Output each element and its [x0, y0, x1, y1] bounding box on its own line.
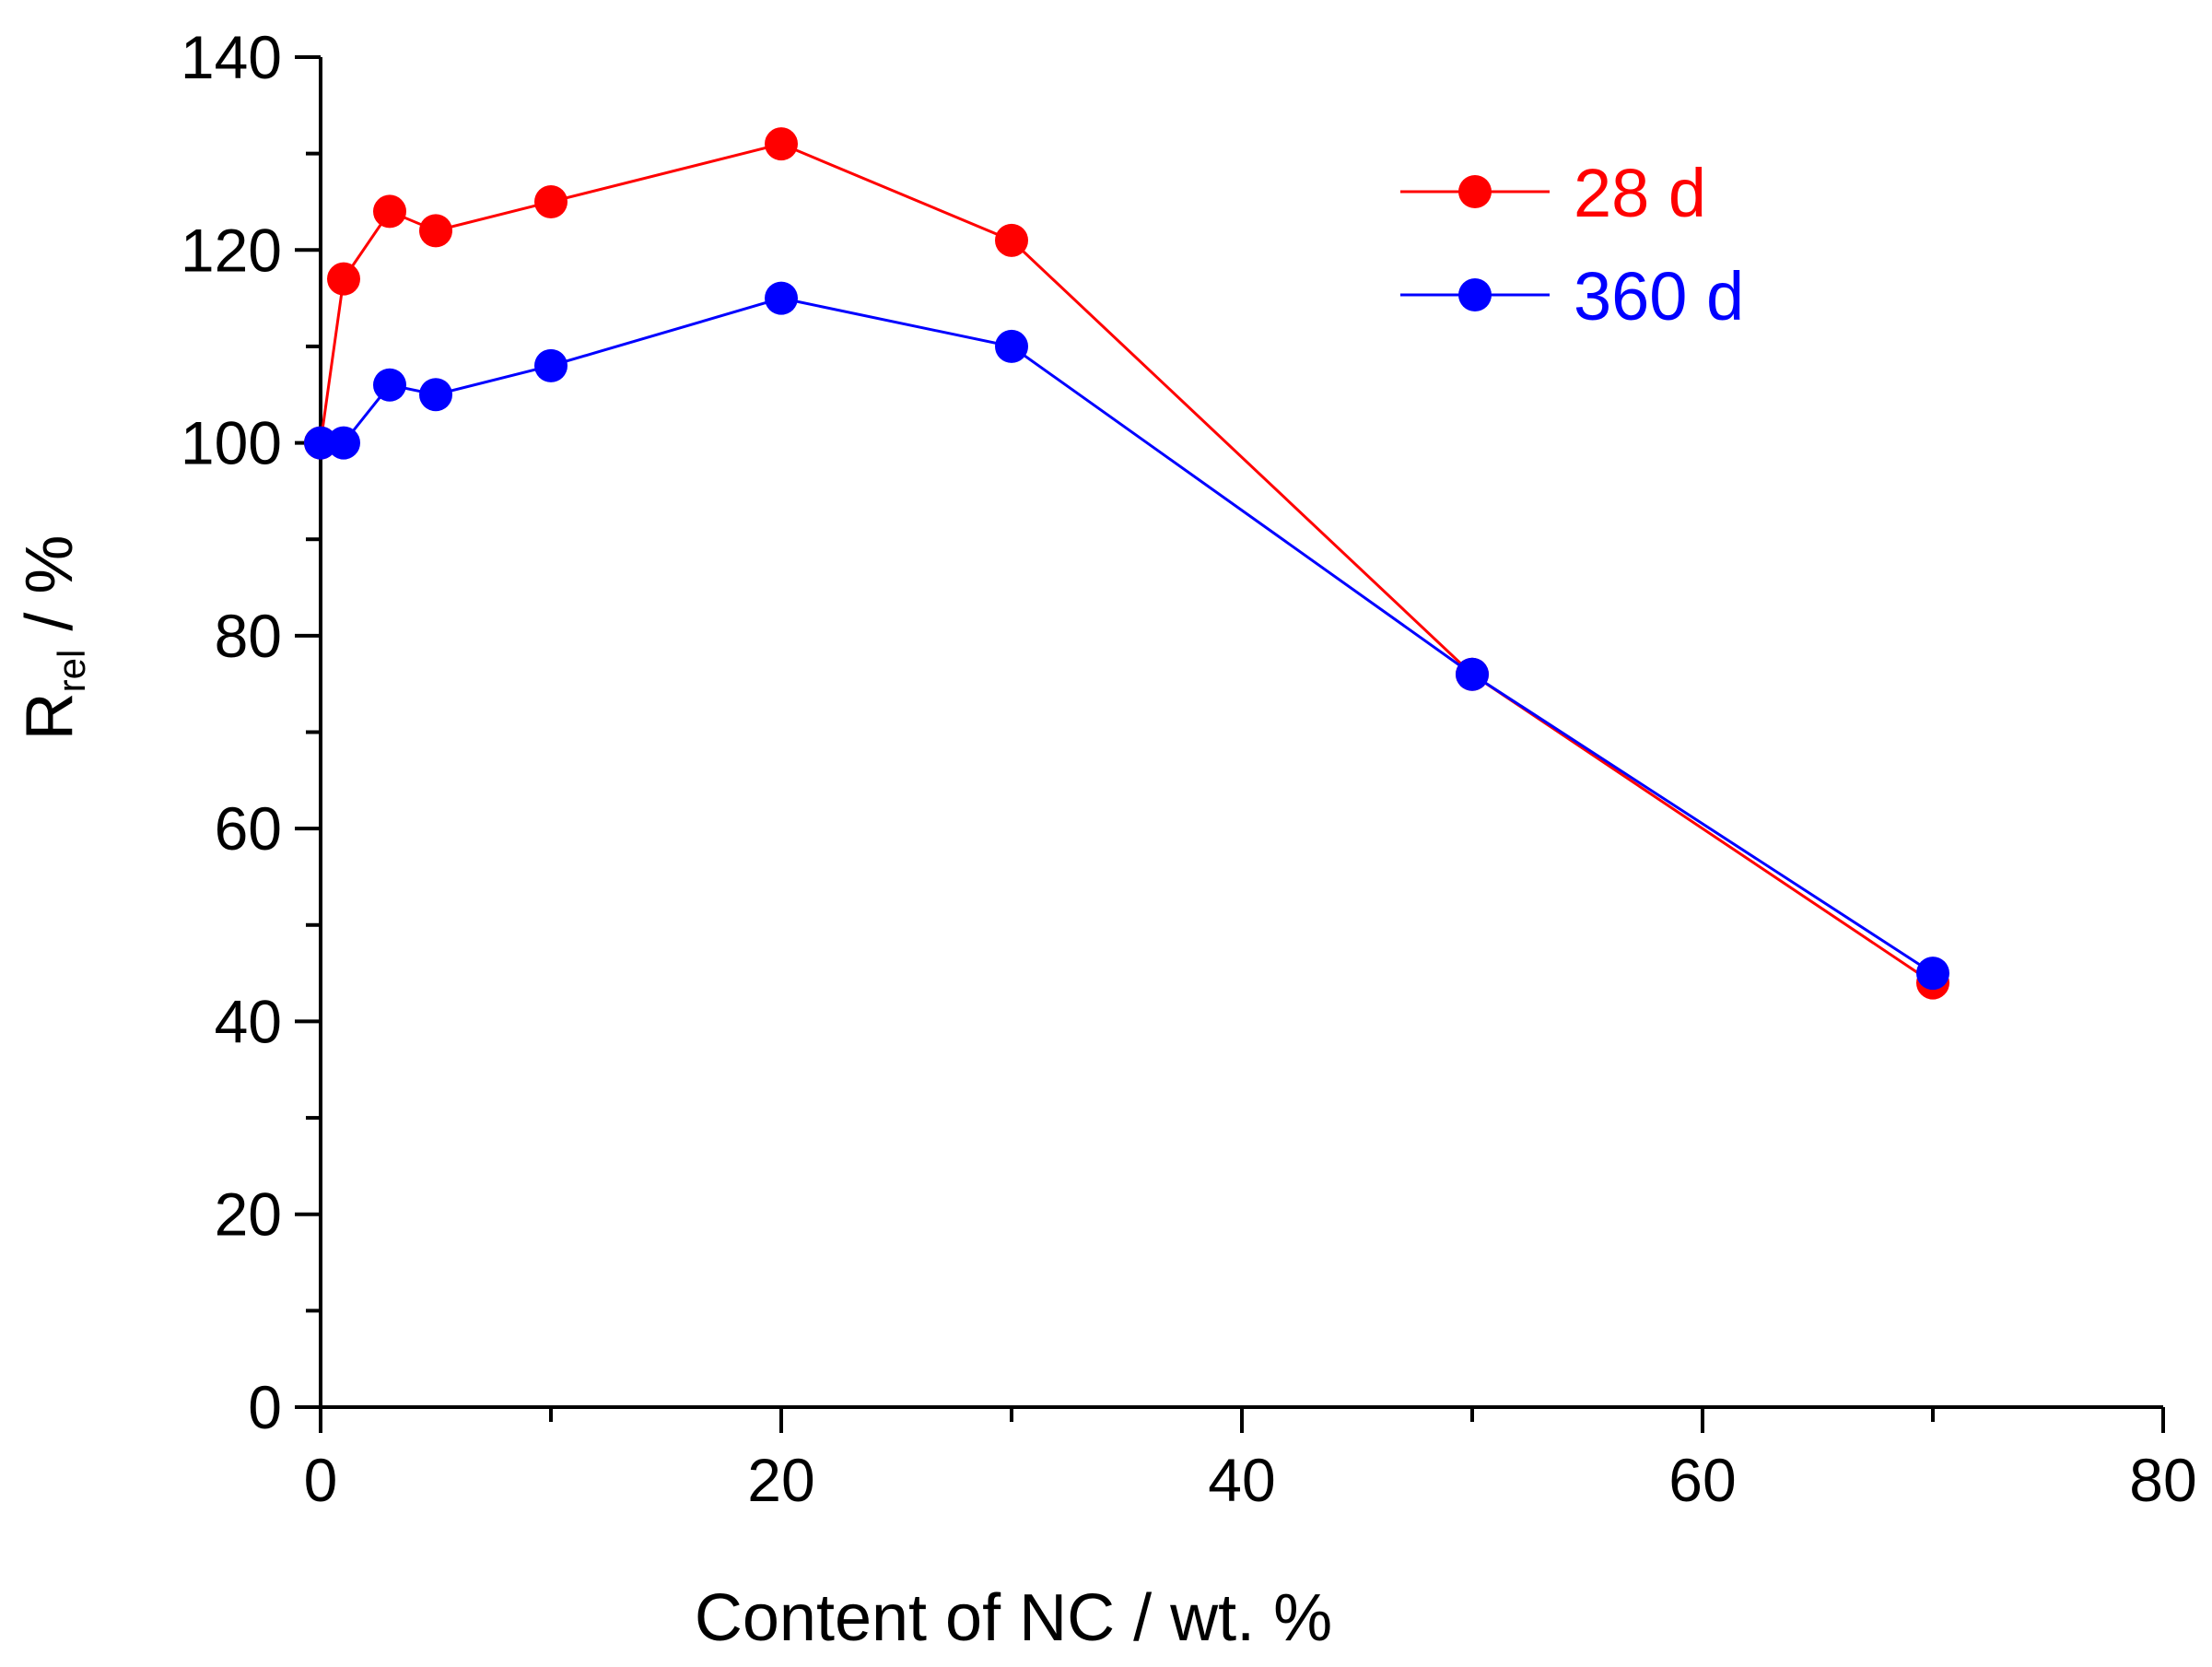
legend-marker [1458, 278, 1492, 311]
data-point [373, 194, 406, 229]
data-point [995, 329, 1028, 363]
axes [295, 55, 2165, 1433]
y-tick-labels: 0 20 40 60 80 100 120 140 [181, 23, 282, 1441]
y-tick-label: 0 [248, 1373, 282, 1441]
y-tick-label: 40 [215, 987, 282, 1055]
x-axis-title: Content of NC / wt. % [695, 1581, 1332, 1655]
legend: 28 d 360 d [1400, 155, 1744, 335]
x-tick-label: 40 [1208, 1446, 1275, 1514]
data-point [765, 281, 798, 315]
data-point [327, 426, 360, 460]
data-point [995, 223, 1028, 257]
x-tick-label: 0 [304, 1446, 338, 1514]
legend-label: 360 d [1574, 258, 1744, 335]
y-axis-title-main: R [13, 692, 87, 740]
x-tick-labels: 0 20 40 60 80 [304, 1446, 2197, 1514]
legend-marker [1458, 175, 1492, 208]
y-axis-title: Rrel / % [13, 535, 93, 741]
data-point [1456, 657, 1489, 691]
data-point [765, 127, 798, 161]
x-tick-label: 80 [2129, 1446, 2196, 1514]
x-tick-label: 20 [747, 1446, 814, 1514]
data-point [304, 426, 337, 460]
y-tick-label: 60 [215, 794, 282, 863]
y-tick-label: 100 [181, 409, 282, 477]
data-point [534, 184, 568, 218]
series-line [321, 297, 1934, 975]
x-tick-label: 60 [1668, 1446, 1736, 1514]
series-layer [304, 127, 1949, 1000]
series-1 [304, 281, 1949, 991]
data-point [419, 214, 452, 248]
data-point [1916, 957, 1949, 991]
y-tick-label: 120 [181, 216, 282, 284]
y-tick-label: 20 [215, 1180, 282, 1249]
data-point [419, 378, 452, 412]
y-tick-label: 140 [181, 23, 282, 91]
legend-label: 28 d [1574, 155, 1706, 231]
data-point [534, 348, 568, 382]
data-point [327, 262, 360, 296]
y-tick-label: 80 [215, 602, 282, 670]
y-axis-title-unit: / % [13, 535, 87, 650]
data-point [373, 368, 406, 402]
y-axis-title-subscript: rel [50, 650, 93, 693]
